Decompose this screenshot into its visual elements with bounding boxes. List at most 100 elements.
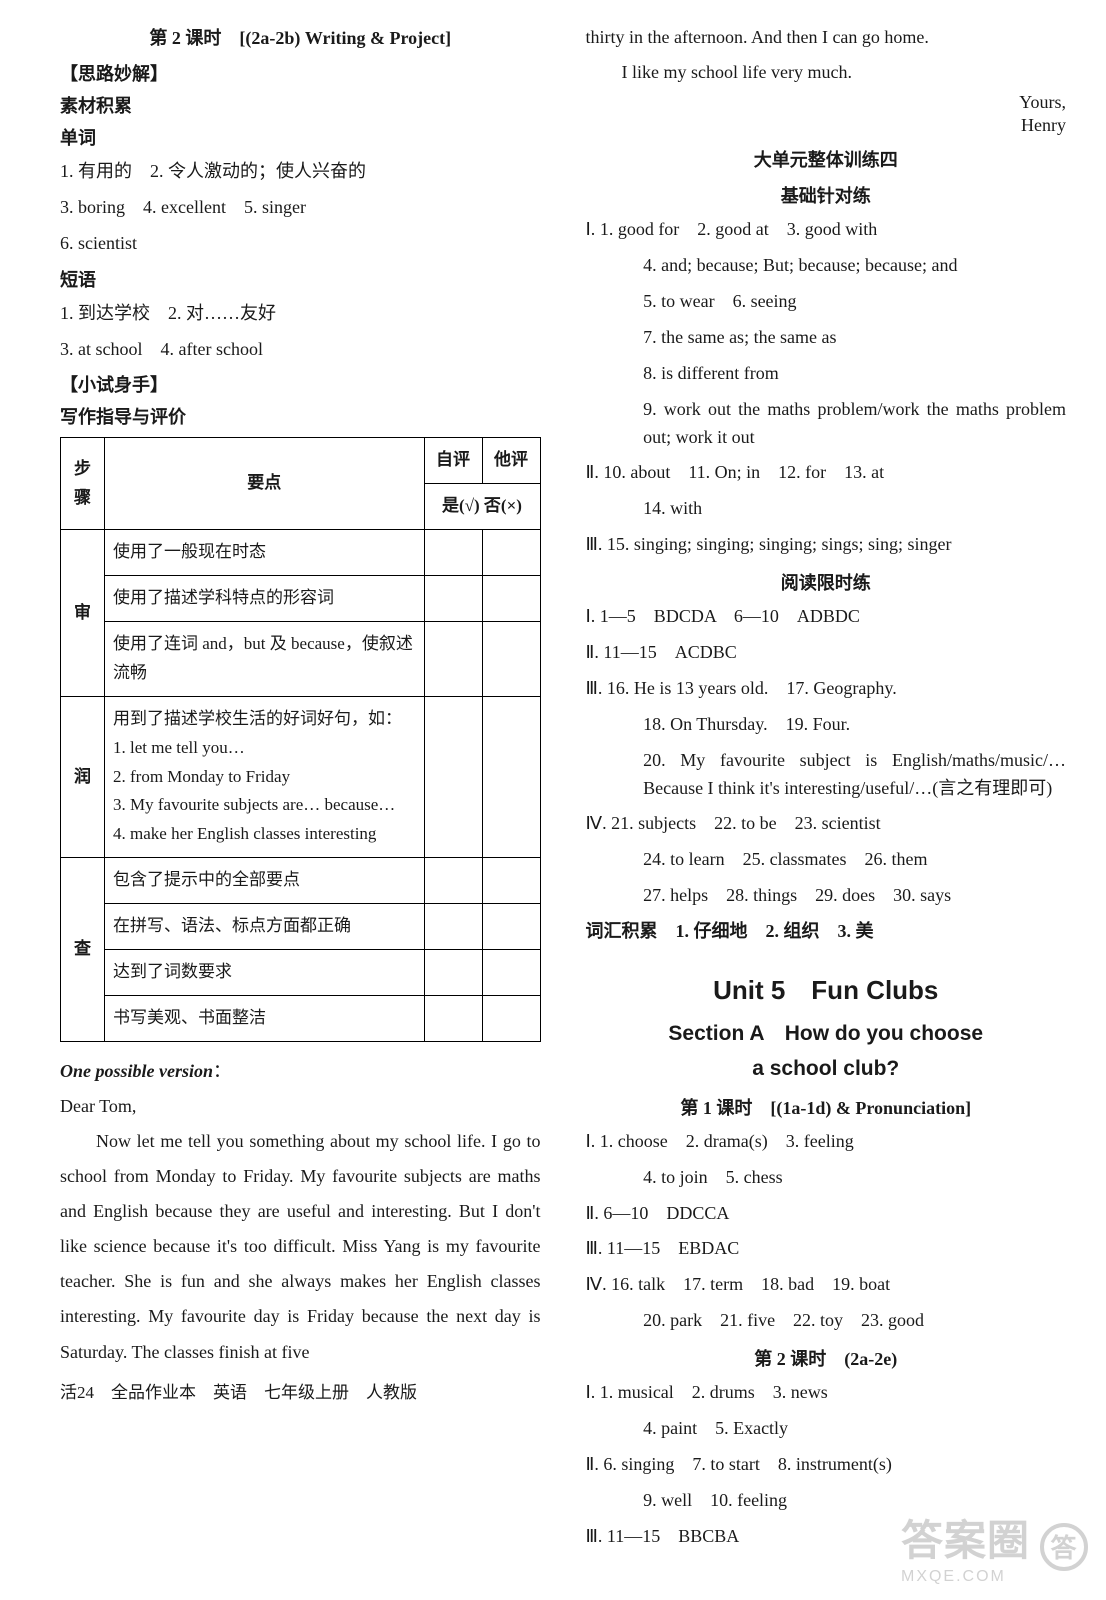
step-shen: 审 bbox=[61, 530, 105, 697]
th-point: 要点 bbox=[105, 438, 425, 530]
lesson-title-en: (2a-2b) Writing & Project bbox=[245, 28, 445, 48]
answer-line: Ⅲ. 11—15 EBDAC bbox=[586, 1235, 1067, 1263]
answer-line: 20. My favourite subject is English/math… bbox=[586, 747, 1067, 803]
essay-closing: I like my school life very much. bbox=[586, 55, 1067, 90]
cell-peer[interactable] bbox=[482, 950, 540, 996]
answer-line: Ⅲ. 16. He is 13 years old. 17. Geography… bbox=[586, 675, 1067, 703]
table-row: 书写美观、书面整洁 bbox=[61, 995, 541, 1041]
essay-body: Now let me tell you something about my s… bbox=[60, 1124, 541, 1370]
duanyu-line-2: 3. at school 4. after school bbox=[60, 336, 541, 364]
cell-self[interactable] bbox=[424, 858, 482, 904]
answer-line: Ⅰ. 1—5 BDCDA 6—10 ADBDC bbox=[586, 603, 1067, 631]
page-root: 第 2 课时 [(2a-2b) Writing & Project] 【思路妙解… bbox=[0, 0, 1106, 1600]
roman-prefix: Ⅲ. bbox=[586, 678, 603, 698]
cell-peer[interactable] bbox=[482, 530, 540, 576]
roman-prefix: Ⅳ. bbox=[586, 813, 607, 833]
th-step: 步骤 bbox=[61, 438, 105, 530]
answer-line: 27. helps 28. things 29. does 30. says bbox=[586, 882, 1067, 910]
th-self: 自评 bbox=[424, 438, 482, 484]
page-footer: 活24 全品作业本 英语 七年级上册 人教版 bbox=[60, 1378, 541, 1403]
heading-jichu: 基础针对练 bbox=[586, 182, 1067, 208]
cell-self[interactable] bbox=[424, 950, 482, 996]
cihuijilei-line: 词汇积累 1. 仔细地 2. 组织 3. 美 bbox=[586, 918, 1067, 946]
heading-dadanyuan: 大单元整体训练四 bbox=[586, 146, 1067, 172]
answer-line: Ⅰ. 1. choose 2. drama(s) 3. feeling bbox=[586, 1128, 1067, 1156]
danci-line-1: 1. 有用的 2. 令人激动的；使人兴奋的 bbox=[60, 158, 541, 186]
answer-line: 7. the same as; the same as bbox=[586, 324, 1067, 352]
answer-text: 1. good for 2. good at 3. good with bbox=[600, 219, 877, 239]
answer-text: 16. He is 13 years old. 17. Geography. bbox=[607, 678, 897, 698]
answer-line: Ⅱ. 6. singing 7. to start 8. instrument(… bbox=[586, 1451, 1067, 1479]
answer-line: 9. work out the maths problem/work the m… bbox=[586, 396, 1067, 452]
answer-line: 9. well 10. feeling bbox=[586, 1487, 1067, 1515]
table-header-row: 步骤 要点 自评 他评 bbox=[61, 438, 541, 484]
table-row: 查 包含了提示中的全部要点 bbox=[61, 858, 541, 904]
roman-prefix: Ⅲ. bbox=[586, 534, 603, 554]
answer-line: Ⅲ. 15. singing; singing; singing; sings;… bbox=[586, 531, 1067, 559]
essay-closing-text: I like my school life very much. bbox=[586, 55, 1067, 90]
answer-text: 16. talk 17. term 18. bad 19. boat bbox=[611, 1274, 890, 1294]
answer-line: 20. park 21. five 22. toy 23. good bbox=[586, 1307, 1067, 1335]
th-peer: 他评 bbox=[482, 438, 540, 484]
one-possible-version: One possible version： bbox=[60, 1054, 541, 1089]
cell-peer[interactable] bbox=[482, 995, 540, 1041]
cell-point: 使用了一般现在时态 bbox=[105, 530, 425, 576]
roman-prefix: Ⅳ. bbox=[586, 1274, 607, 1294]
cell-point: 使用了连词 and，but 及 because，使叙述流畅 bbox=[105, 622, 425, 697]
essay-block: One possible version： Dear Tom, Now let … bbox=[60, 1054, 541, 1370]
essay-continued: thirty in the afternoon. And then I can … bbox=[586, 20, 1067, 55]
table-row: 达到了词数要求 bbox=[61, 950, 541, 996]
heading-yuedu: 阅读限时练 bbox=[586, 569, 1067, 595]
opv-label: One possible version bbox=[60, 1061, 213, 1081]
section-a-title-l1: Section A How do you choose bbox=[586, 1019, 1067, 1048]
cell-self[interactable] bbox=[424, 904, 482, 950]
answer-text: 10. about 11. On; in 12. for 13. at bbox=[603, 462, 884, 482]
lesson1-text: 第 1 课时 [(1a-1d) & Pronunciation] bbox=[680, 1098, 971, 1118]
answer-line: Ⅱ. 6—10 DDCCA bbox=[586, 1200, 1067, 1228]
cell-peer[interactable] bbox=[482, 576, 540, 622]
cell-self[interactable] bbox=[424, 576, 482, 622]
answer-text: 21. subjects 22. to be 23. scientist bbox=[611, 813, 880, 833]
cell-point: 使用了描述学科特点的形容词 bbox=[105, 576, 425, 622]
table-row: 使用了描述学科特点的形容词 bbox=[61, 576, 541, 622]
answer-line: Ⅲ. 11—15 BBCBA bbox=[586, 1523, 1067, 1551]
step-run: 润 bbox=[61, 696, 105, 857]
table-row: 审 使用了一般现在时态 bbox=[61, 530, 541, 576]
danci-line-3: 6. scientist bbox=[60, 230, 541, 258]
answer-line: 14. with bbox=[586, 495, 1067, 523]
table-row: 使用了连词 and，but 及 because，使叙述流畅 bbox=[61, 622, 541, 697]
cell-peer[interactable] bbox=[482, 904, 540, 950]
section-a-title-l2: a school club? bbox=[586, 1054, 1067, 1083]
rubric-table: 步骤 要点 自评 他评 是(√) 否(×) 审 使用了一般现在时态 使用了描述学… bbox=[60, 437, 541, 1041]
signature-name: Henry bbox=[586, 115, 1067, 136]
cell-peer[interactable] bbox=[482, 696, 540, 857]
answer-line: Ⅱ. 10. about 11. On; in 12. for 13. at bbox=[586, 459, 1067, 487]
cell-point: 达到了词数要求 bbox=[105, 950, 425, 996]
answer-line: 18. On Thursday. 19. Four. bbox=[586, 711, 1067, 739]
th-mark: 是(√) 否(×) bbox=[424, 484, 540, 530]
unit5-title: Unit 5 Fun Clubs bbox=[586, 970, 1067, 1007]
cell-self[interactable] bbox=[424, 530, 482, 576]
cell-peer[interactable] bbox=[482, 858, 540, 904]
essay-salutation: Dear Tom, bbox=[60, 1089, 541, 1124]
answer-line: Ⅱ. 11—15 ACDBC bbox=[586, 639, 1067, 667]
heading-xiezuo: 写作指导与评价 bbox=[60, 403, 541, 429]
lesson-title-zh: 第 2 课时 [ bbox=[149, 28, 245, 48]
cell-self[interactable] bbox=[424, 696, 482, 857]
signature-yours: Yours, bbox=[586, 92, 1067, 113]
cell-self[interactable] bbox=[424, 622, 482, 697]
heading-sucai: 素材积累 bbox=[60, 92, 541, 118]
answer-line: Ⅰ. 1. good for 2. good at 3. good with bbox=[586, 216, 1067, 244]
cell-self[interactable] bbox=[424, 995, 482, 1041]
lesson-title-close: ] bbox=[445, 28, 451, 48]
right-column: thirty in the afternoon. And then I can … bbox=[586, 20, 1067, 1590]
answer-line: 24. to learn 25. classmates 26. them bbox=[586, 846, 1067, 874]
cell-point: 用到了描述学校生活的好词好句，如： 1. let me tell you… 2.… bbox=[105, 696, 425, 857]
step-cha: 查 bbox=[61, 858, 105, 1042]
danci-line-2: 3. boring 4. excellent 5. singer bbox=[60, 194, 541, 222]
cell-peer[interactable] bbox=[482, 622, 540, 697]
answer-line: 8. is different from bbox=[586, 360, 1067, 388]
lesson1-title: 第 1 课时 [(1a-1d) & Pronunciation] bbox=[586, 1094, 1067, 1120]
lesson2-title: 第 2 课时 (2a-2e) bbox=[586, 1345, 1067, 1371]
heading-xiaoshi: 【小试身手】 bbox=[60, 371, 541, 397]
